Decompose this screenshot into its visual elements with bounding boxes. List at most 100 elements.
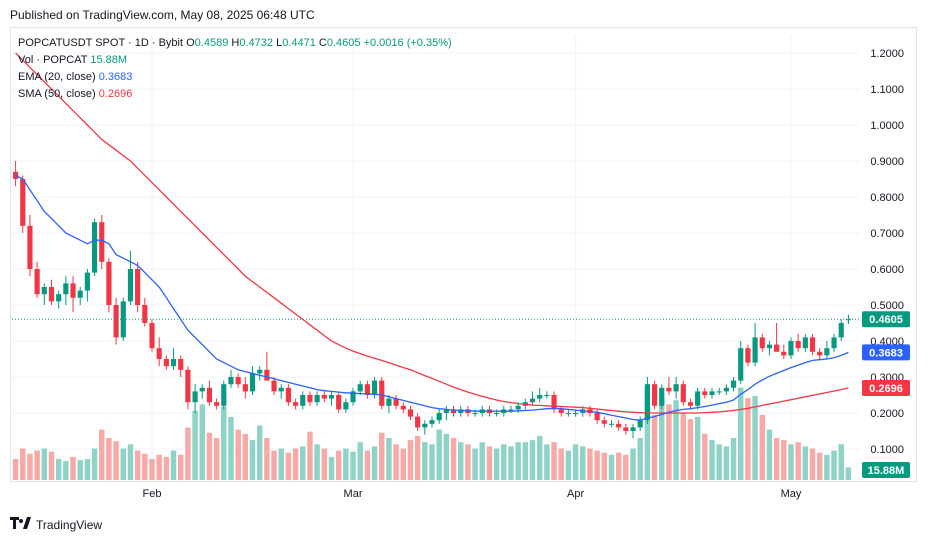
legend-sma-row[interactable]: SMA (50, close) 0.2696 (18, 86, 452, 103)
volume-bar (343, 448, 349, 480)
volume-bar (300, 446, 306, 480)
volume-bar (429, 444, 435, 480)
candle-body (400, 405, 406, 410)
volume-bar (443, 433, 450, 480)
volume-bar (831, 450, 837, 480)
candle (745, 344, 751, 367)
candle-body (508, 409, 514, 411)
candle (199, 384, 205, 399)
candle (508, 405, 514, 413)
legend-ohlc-row[interactable]: POPCATUSDT SPOT · 1D · Bybit O0.4589 H0.… (18, 35, 452, 52)
legend-volume-row[interactable]: Vol · POPCAT 15.88M (18, 52, 452, 69)
legend-ema-row[interactable]: EMA (20, close) 0.3683 (18, 69, 452, 86)
candle (436, 409, 442, 424)
price-badge: 0.3683 (862, 344, 910, 361)
candle-body (113, 305, 119, 338)
volume-bar (536, 435, 543, 480)
volume-bar (572, 444, 579, 480)
volume-bar (55, 459, 62, 480)
price-axis[interactable]: 1.2000 1.1000 1.0000 0.9000 0.8000 0.7000 0.60… (870, 48, 904, 456)
y-tick-label: 0.6000 (870, 264, 904, 276)
candles (13, 161, 851, 439)
candle-body (831, 337, 837, 349)
candle-body (41, 287, 47, 295)
x-tick-label: Feb (143, 488, 162, 500)
candle-body (759, 337, 765, 349)
candle (666, 377, 672, 395)
volume-bar (357, 442, 363, 480)
candle-body (659, 387, 665, 406)
candle-body (537, 395, 543, 399)
candle-body (307, 395, 313, 403)
candle-body (436, 413, 442, 421)
candle (529, 391, 536, 406)
x-tick-label: Apr (567, 488, 584, 500)
tradingview-brand[interactable]: TradingView (10, 517, 102, 532)
volume-bar (20, 448, 26, 480)
volume-bar (845, 467, 852, 480)
candle-body (63, 283, 69, 295)
volume-bar (163, 456, 170, 480)
volume-bar (472, 448, 478, 480)
candle (285, 384, 291, 406)
candle (149, 319, 155, 352)
y-tick-label: 0.1000 (870, 444, 904, 456)
price-badge-bg (862, 344, 910, 361)
candle-body (637, 420, 643, 428)
candle (99, 215, 105, 269)
volume-bar (335, 450, 342, 480)
candle (766, 341, 773, 356)
candle (70, 276, 76, 313)
candle-body (163, 359, 169, 367)
candle-body (745, 348, 751, 363)
candle-body (357, 384, 363, 392)
candle-body (601, 420, 607, 424)
price-badge-label: 0.3683 (869, 347, 903, 359)
candle-body (91, 222, 98, 273)
candle-body (752, 337, 758, 363)
candle-body (845, 319, 851, 321)
legend-high: 0.4732 (239, 37, 273, 49)
volume-bar (99, 429, 105, 480)
candle-body (730, 380, 737, 388)
candle (458, 405, 464, 417)
legend-open-label: O (186, 37, 195, 49)
volume-bar (802, 446, 809, 480)
time-axis[interactable]: Feb Mar Apr May (143, 488, 802, 500)
candle (127, 251, 134, 305)
volume-bar (702, 433, 708, 480)
candle (357, 380, 363, 395)
candle-body (616, 423, 622, 428)
moving-averages (12, 52, 860, 421)
candle-body (149, 323, 155, 349)
candle-body (393, 398, 399, 406)
volume-bar (177, 454, 184, 480)
volume-bar (41, 448, 48, 480)
volume-bar (350, 451, 356, 480)
candle-body (170, 359, 177, 367)
legend-close-label: C (318, 37, 327, 49)
candle (630, 423, 636, 439)
candle-body (407, 409, 414, 417)
candle-body (723, 387, 729, 392)
volume-bar (328, 456, 335, 480)
price-badge: 0.2696 (862, 379, 910, 396)
candle (106, 258, 112, 313)
volume-bar (436, 429, 442, 480)
candle (350, 387, 356, 406)
candle (709, 387, 715, 399)
volume-bar (637, 438, 643, 480)
volume-bar (249, 440, 256, 480)
y-tick-label: 0.9000 (870, 156, 904, 168)
candle (307, 391, 313, 406)
candle-body (644, 384, 650, 421)
candle (723, 384, 729, 395)
candle (135, 261, 141, 313)
volume-bar (788, 444, 794, 480)
candle-body (27, 225, 33, 269)
candle (407, 405, 414, 421)
candle-body (235, 377, 241, 385)
candle (170, 348, 177, 370)
volume-bar (716, 444, 722, 480)
